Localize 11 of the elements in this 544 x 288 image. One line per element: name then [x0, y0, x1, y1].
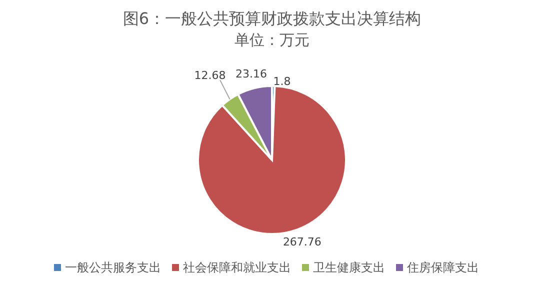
legend-label: 卫生健康支出 — [313, 260, 385, 274]
legend-label: 一般公共服务支出 — [65, 260, 161, 274]
data-label: 267.76 — [282, 236, 322, 249]
pie-slice — [197, 85, 347, 235]
chart-title: 图6：一般公共预算财政拨款支出决算结构 — [122, 9, 422, 28]
chart-subtitle: 单位：万元 — [234, 31, 310, 49]
data-label: 12.68 — [194, 69, 226, 82]
data-label: 23.16 — [235, 67, 267, 80]
legend-label: 社会保障和就业支出 — [183, 260, 291, 274]
legend-label: 住房保障支出 — [406, 260, 479, 274]
data-label: 1.8 — [273, 75, 291, 88]
